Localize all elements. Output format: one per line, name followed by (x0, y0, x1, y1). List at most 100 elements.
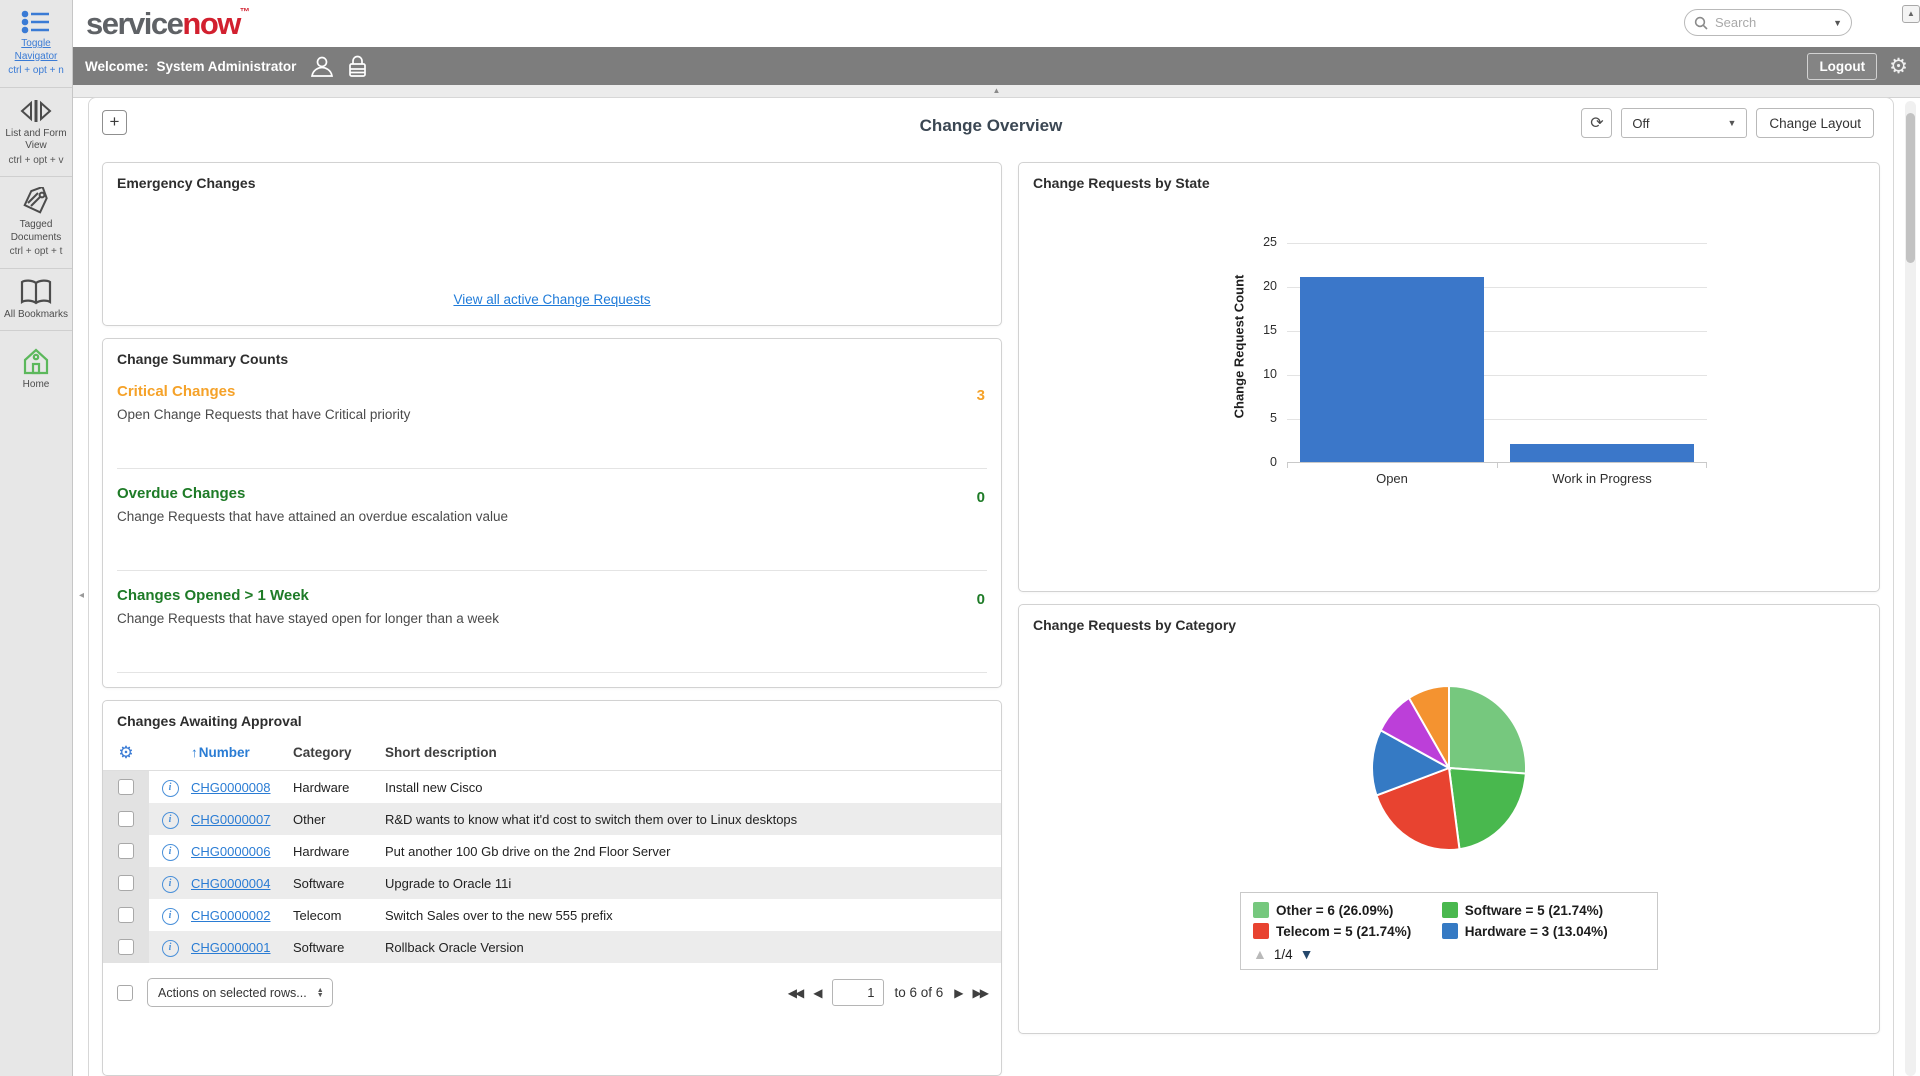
row-checkbox[interactable] (118, 907, 134, 923)
legend-label: Software = 5 (21.74%) (1464, 902, 1604, 918)
table-row: i CHG0000008 Hardware Install new Cisco (103, 771, 1001, 803)
refresh-button[interactable]: ⟳ (1581, 108, 1613, 138)
row-checkbox-cell (103, 931, 149, 963)
list-form-view-icon (20, 99, 52, 122)
sidebar-item-list-form-view[interactable]: List and Form View ctrl + opt + v (0, 88, 72, 177)
pie-slice-other[interactable] (1448, 684, 1527, 775)
legend-page-down-icon[interactable]: ▼ (1299, 946, 1314, 962)
info-icon[interactable]: i (161, 875, 179, 893)
sidebar-item-toggle-navigator[interactable]: Toggle Navigator ctrl + opt + n (0, 0, 72, 88)
legend-page-up-icon[interactable]: ▲ (1253, 946, 1267, 962)
page-number-input[interactable] (831, 979, 884, 1006)
current-user-name: System Administrator (156, 58, 297, 74)
legend-swatch[interactable] (1253, 923, 1269, 939)
legend-swatch[interactable] (1441, 923, 1458, 939)
legend-pager: ▲ 1/4 ▼ (1253, 946, 1645, 962)
sidebar-collapse-handle[interactable]: ◂ (79, 590, 85, 601)
scrollbar-thumb[interactable] (1906, 113, 1915, 263)
last-page-icon[interactable]: ▶▶ (972, 985, 990, 1000)
summary-item-heading[interactable]: Changes Opened > 1 Week (117, 587, 309, 604)
sidebar-item-shortcut: ctrl + opt + v (8, 154, 64, 166)
summary-item-count: 3 (976, 387, 985, 404)
row-checkbox-cell (103, 899, 149, 931)
pagination: ◀◀ ◀ to 6 of 6 ▶ ▶▶ (787, 979, 990, 1006)
user-profile-icon[interactable] (310, 55, 334, 77)
change-number-link[interactable]: CHG0000006 (191, 843, 271, 859)
row-checkbox[interactable] (118, 875, 134, 891)
table-row: i CHG0000001 Software Rollback Oracle Versi… (103, 931, 1001, 963)
info-icon[interactable]: i (161, 907, 179, 925)
pie-slice-unlabeled[interactable] (1407, 684, 1450, 772)
global-search-box[interactable]: Search ▼ (1684, 9, 1852, 36)
scroll-top-button[interactable]: ▲ (1902, 5, 1920, 23)
tag-icon (23, 187, 48, 214)
legend-page-indicator: 1/4 (1273, 946, 1293, 962)
row-info-cell: i (149, 778, 191, 797)
y-axis-tick: 5 (1270, 411, 1277, 425)
bar-work-in-progress[interactable] (1509, 444, 1695, 462)
y-axis-tick: 15 (1263, 323, 1277, 337)
sidebar-item-all-bookmarks[interactable]: All Bookmarks (0, 269, 72, 331)
search-icon (1694, 16, 1708, 30)
actions-select[interactable]: Actions on selected rows... ▲ ▼ (147, 978, 333, 1007)
row-checkbox[interactable] (118, 811, 134, 827)
change-number-link[interactable]: CHG0000004 (191, 875, 271, 891)
bar-open[interactable] (1299, 277, 1485, 462)
vertical-scrollbar[interactable] (1905, 101, 1916, 1076)
change-layout-button[interactable]: Change Layout (1756, 108, 1874, 138)
next-page-icon[interactable]: ▶ (954, 985, 963, 1000)
legend-swatch[interactable] (1253, 902, 1269, 918)
list-gear-icon[interactable]: ⚙ (118, 743, 134, 762)
logout-button[interactable]: Logout (1807, 52, 1878, 80)
row-checkbox[interactable] (118, 779, 134, 795)
pie-slice-hardware[interactable] (1371, 728, 1452, 797)
change-number-link[interactable]: CHG0000002 (191, 907, 271, 923)
gridline (1287, 287, 1707, 288)
column-header-number[interactable]: ↑Number (191, 745, 250, 760)
info-icon[interactable]: i (161, 811, 179, 829)
sidebar-item-home[interactable]: Home (0, 331, 72, 401)
info-icon[interactable]: i (161, 939, 179, 957)
settings-gear-icon[interactable]: ⚙ (1889, 54, 1908, 78)
summary-item-heading[interactable]: Overdue Changes (117, 485, 246, 502)
add-widget-button[interactable]: + (102, 110, 127, 135)
legend-label: Telecom = 5 (21.74%) (1276, 923, 1412, 939)
lock-icon[interactable] (348, 55, 367, 78)
summary-item-heading[interactable]: Critical Changes (117, 383, 236, 400)
edge-sidebar: Toggle Navigator ctrl + opt + n List and… (0, 0, 73, 1076)
column-header-category[interactable]: Category (293, 745, 352, 760)
panel-title: Change Requests by Category (1033, 617, 1237, 633)
row-category: Software (293, 939, 345, 955)
changes-awaiting-approval-panel: Changes Awaiting Approval ⚙ ↑Number Cate… (102, 700, 1002, 1076)
y-axis-ticks: 0 5 10 15 20 25 (1245, 235, 1277, 469)
sidebar-item-label: Toggle Navigator (14, 38, 58, 62)
pie-slice-software[interactable] (1447, 766, 1527, 851)
change-number-link[interactable]: CHG0000001 (191, 939, 271, 955)
sidebar-item-tagged-documents[interactable]: Tagged Documents ctrl + opt + t (0, 177, 72, 269)
bar-chart: Change Request Count 0 5 10 15 20 25 Open Work… (1019, 191, 1879, 541)
info-icon[interactable]: i (161, 779, 179, 797)
dashboard-sheet: + Change Overview ⟳ Off ▼ Change Layout … (88, 97, 1894, 1076)
change-number-link[interactable]: CHG0000008 (191, 779, 271, 795)
row-checkbox[interactable] (118, 843, 134, 859)
legend-swatch[interactable] (1441, 902, 1458, 918)
change-number-link[interactable]: CHG0000007 (191, 811, 271, 827)
summary-item: Overdue Changes Change Requests that have… (117, 469, 987, 571)
view-all-change-requests-link[interactable]: View all active Change Requests (453, 292, 651, 307)
info-icon[interactable]: i (161, 843, 179, 861)
first-page-icon[interactable]: ◀◀ (787, 985, 805, 1000)
panel-title: Changes Awaiting Approval (117, 713, 302, 729)
legend-item: Telecom = 5 (21.74%) (1253, 923, 1430, 939)
previous-page-icon[interactable]: ◀ (813, 985, 822, 1000)
sidebar-item-label: All Bookmarks (4, 308, 68, 320)
search-placeholder: Search (1715, 15, 1757, 30)
y-axis-tick: 25 (1263, 235, 1277, 249)
search-dropdown-caret-icon[interactable]: ▼ (1833, 17, 1842, 28)
summary-item-count: 0 (976, 489, 985, 506)
select-all-checkbox[interactable] (117, 984, 133, 1001)
refresh-interval-select[interactable]: Off ▼ (1621, 108, 1748, 138)
column-header-short-description[interactable]: Short description (385, 745, 497, 760)
welcome-label: Welcome: (85, 58, 149, 74)
legend-item: Software = 5 (21.74%) (1441, 902, 1645, 918)
row-checkbox[interactable] (118, 939, 134, 955)
